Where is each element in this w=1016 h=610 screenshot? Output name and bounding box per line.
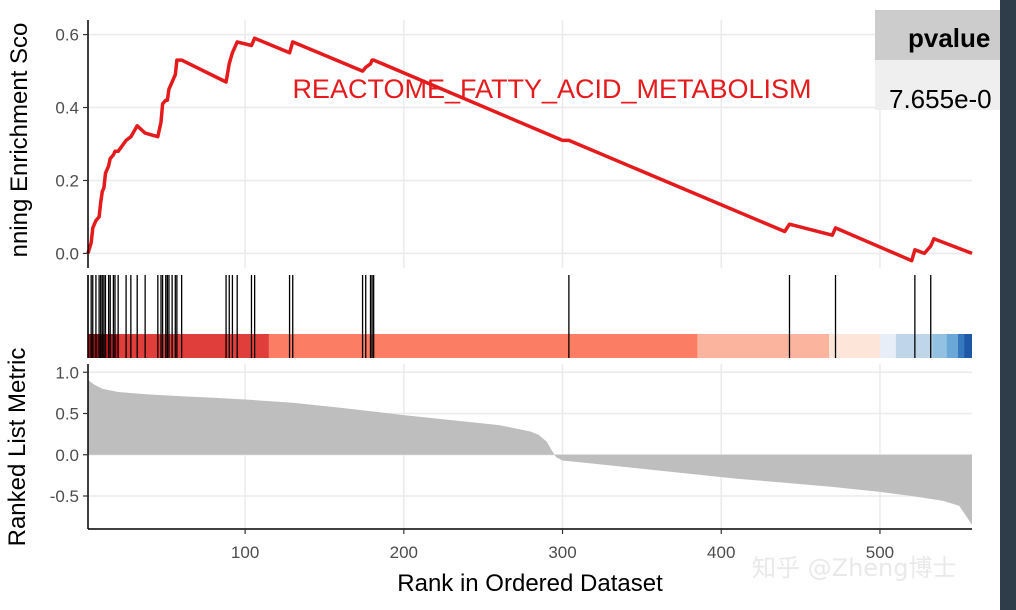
score-y-tick-label: 0.4: [55, 99, 79, 118]
rank-color-band: [268, 334, 698, 358]
rank-color-band: [932, 334, 947, 358]
metric-y-axis-label: Ranked List Metric: [4, 348, 31, 547]
pvalue-table-value: 7.655e-0: [875, 60, 1000, 110]
hits-panel: [87, 275, 972, 358]
metric-y-tick-label: -0.5: [50, 487, 79, 506]
x-axis: 100 200 300 400 500: [231, 529, 894, 562]
x-tick-label: 100: [231, 543, 259, 562]
ranked-metric-fill: [88, 379, 972, 525]
ranked-metric-area: [88, 379, 972, 525]
running-score-polyline: [86, 36, 973, 263]
running-score-line: [86, 36, 973, 263]
rank-color-band: [964, 334, 972, 358]
metric-y-tick-label: 0.5: [55, 405, 79, 424]
score-y-tick-label: 0.6: [55, 26, 79, 45]
score-y-tick-label: 0.0: [55, 244, 79, 263]
score-y-axis-label: nning Enrichment Sco: [6, 23, 33, 258]
x-tick-label: 400: [707, 543, 735, 562]
x-tick-label: 300: [548, 543, 576, 562]
x-tick-label: 200: [390, 543, 418, 562]
rank-color-band: [879, 334, 896, 358]
watermark: 知乎 @Zheng博士: [752, 554, 957, 582]
metric-y-tick-label: 1.0: [55, 363, 79, 382]
rank-color-band: [895, 334, 933, 358]
x-tick-label: 500: [866, 543, 894, 562]
rank-color-band: [957, 334, 965, 358]
x-axis-label: Rank in Ordered Dataset: [397, 570, 663, 597]
pvalue-table-header: pvalue: [875, 10, 1000, 60]
gene-set-label: REACTOME_FATTY_ACID_METABOLISM: [292, 74, 811, 104]
rank-color-band: [697, 334, 830, 358]
score-panel-axis: 0.0 0.2 0.4 0.6: [55, 20, 89, 268]
rank-color-band: [118, 334, 269, 358]
rank-color-band: [946, 334, 958, 358]
score-y-tick-label: 0.2: [55, 171, 79, 190]
score-panel-grid: [88, 20, 972, 268]
window-edge-strip: [1000, 0, 1016, 610]
metric-panel-axis: -0.5 0.0 0.5 1.0: [50, 363, 972, 530]
rank-color-band: [829, 334, 880, 358]
pvalue-table: pvalue 7.655e-0: [875, 10, 1000, 110]
metric-y-tick-label: 0.0: [55, 446, 79, 465]
